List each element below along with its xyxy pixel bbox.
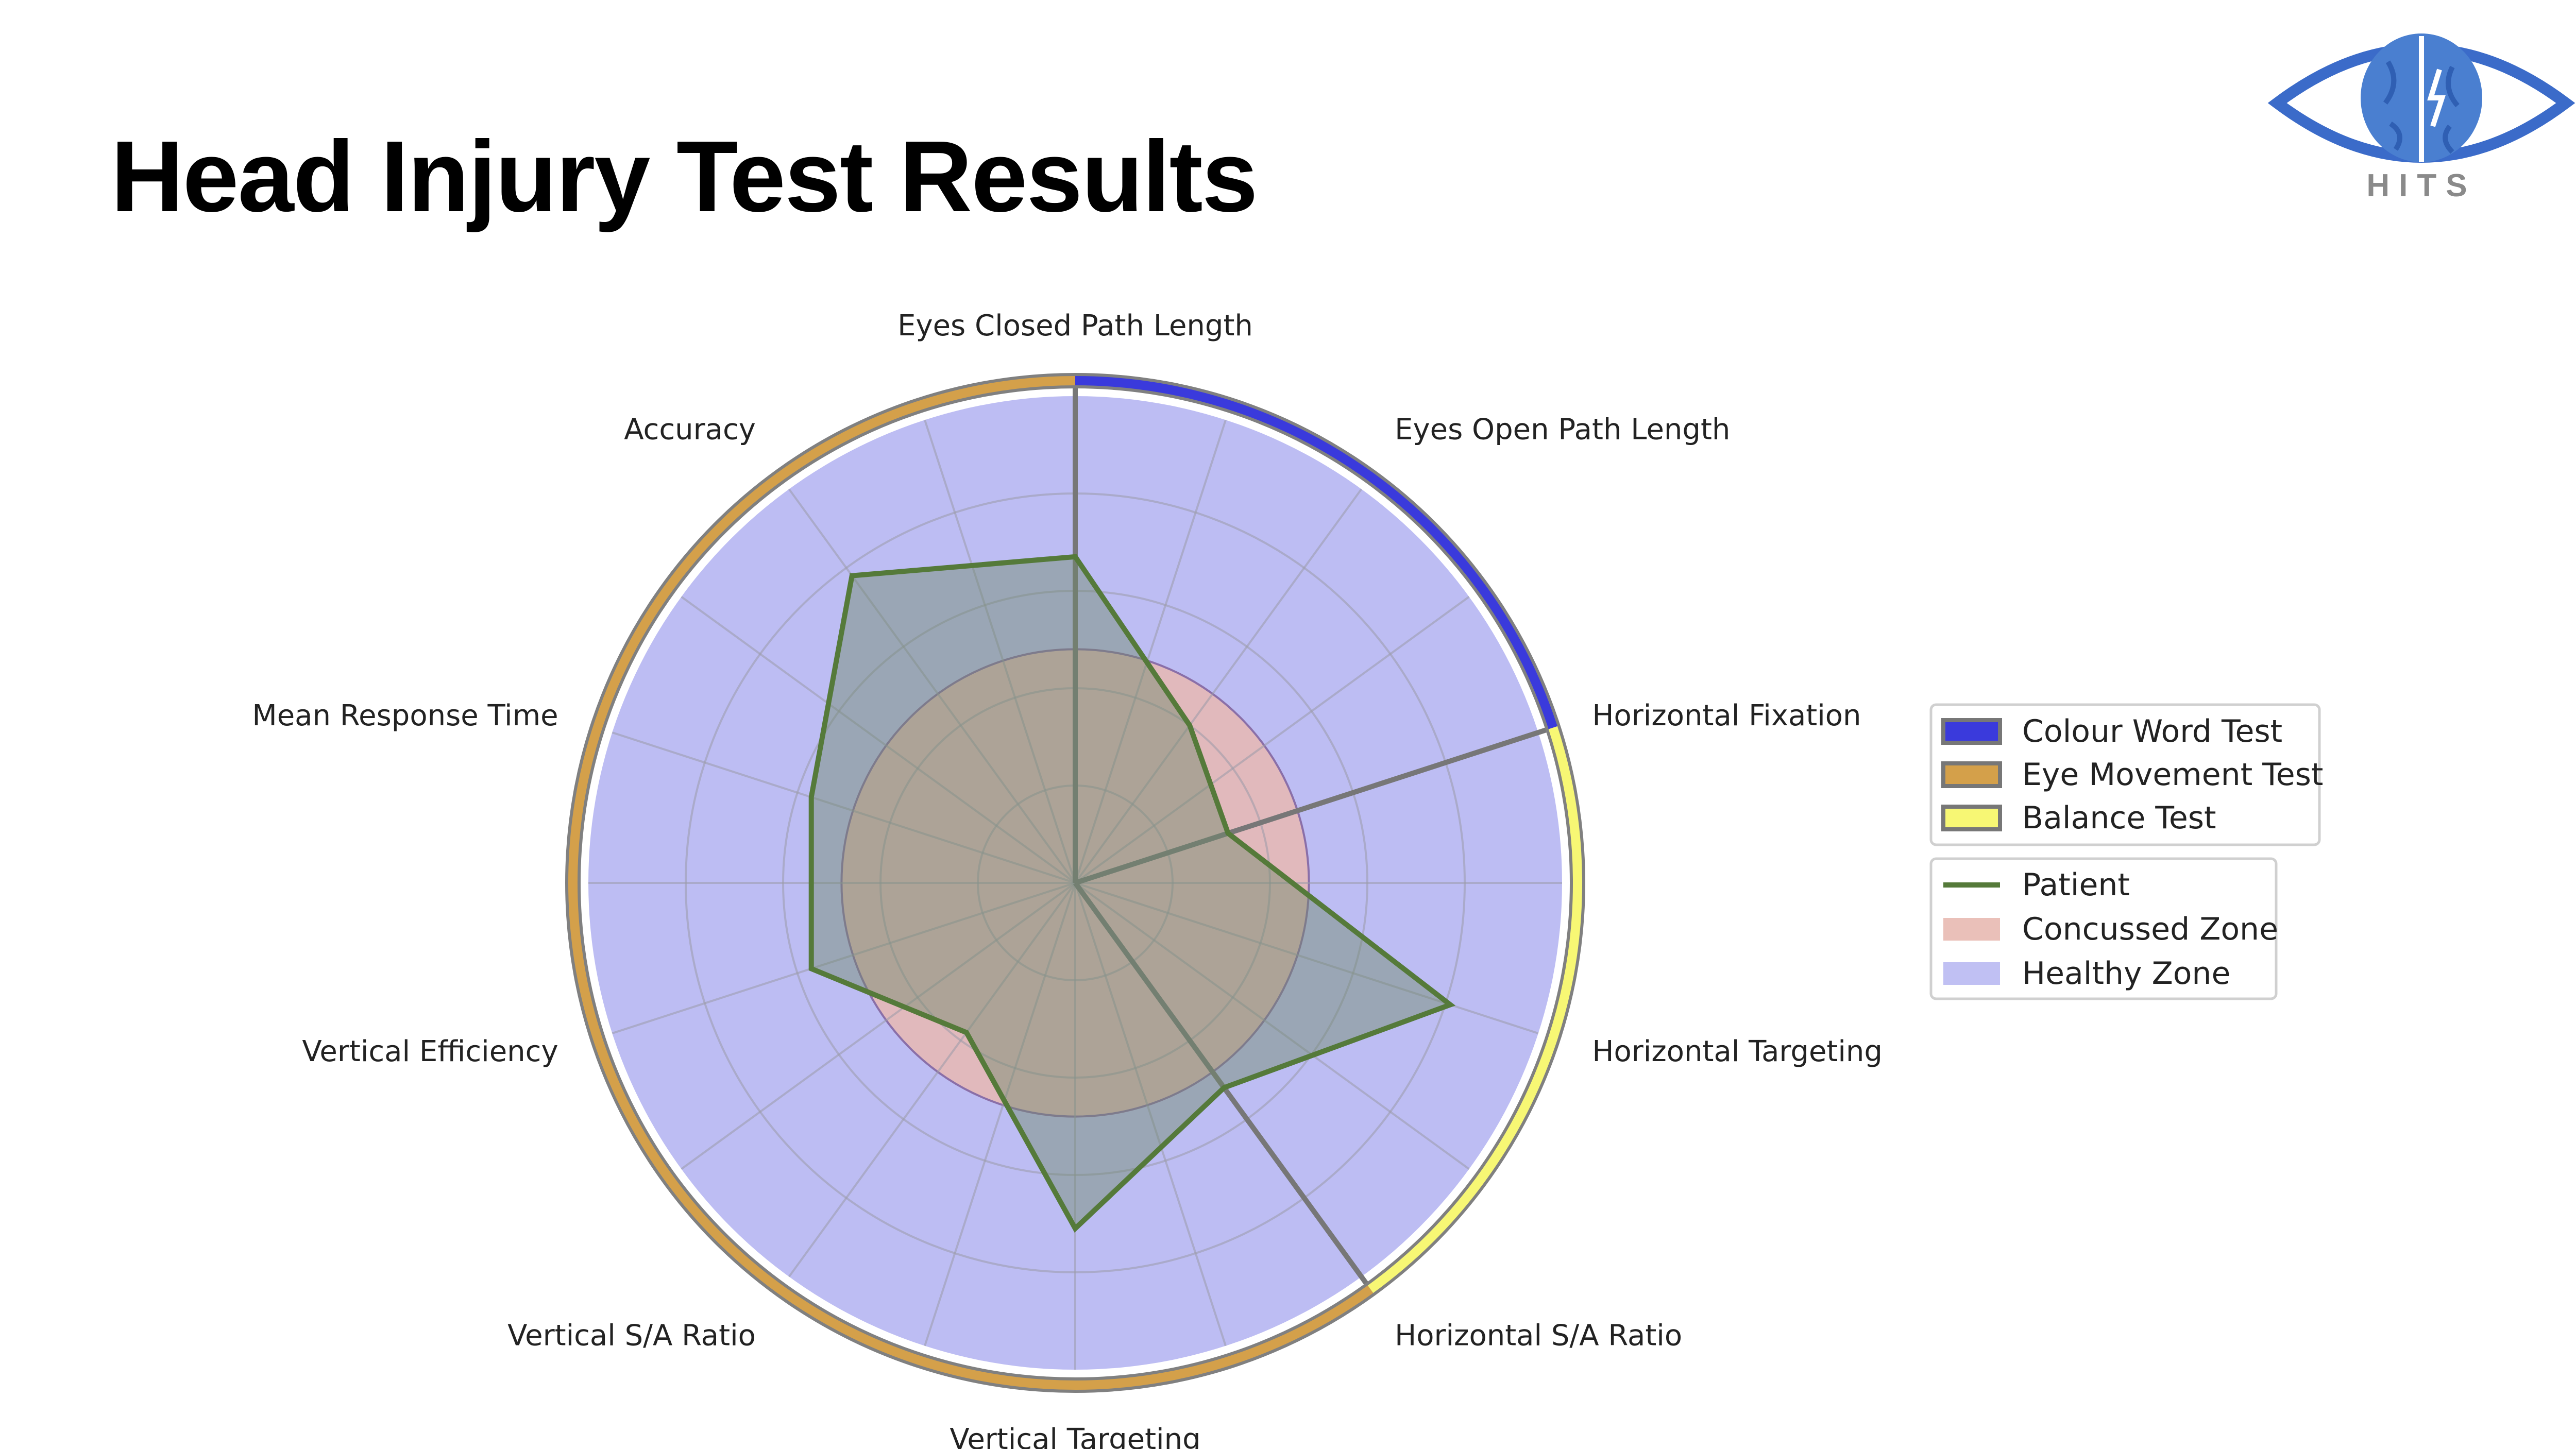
legend-swatch (1941, 805, 2002, 831)
hits-logo (2267, 33, 2575, 163)
legend-swatch (1941, 718, 2002, 745)
patient-polygon (808, 554, 1456, 1233)
axis-label: Vertical S/A Ratio (507, 1319, 756, 1353)
axis-label: Eyes Closed Path Length (897, 309, 1253, 343)
legend-label: Colour Word Test (2022, 713, 2282, 749)
legend: Colour Word Test Eye Movement Test Balance… (1929, 703, 2323, 1000)
arc-colour-word-test (1075, 376, 1557, 729)
arc-eye-movement-test (568, 376, 1374, 1390)
axis-label: Mean Response Time (252, 699, 558, 732)
legend-swatch (1943, 962, 2000, 985)
grid-spoke (788, 488, 1076, 884)
grid-spoke (1075, 882, 1539, 1034)
grid-spoke (612, 731, 1076, 884)
axis-label: Vertical Efficiency (302, 1035, 558, 1068)
axis-label: Vertical Targeting (950, 1423, 1200, 1449)
grid-spoke (924, 419, 1076, 883)
grid-spoke (1074, 595, 1470, 884)
legend-box-tests (1929, 703, 2321, 846)
legend-swatch (1941, 761, 2002, 788)
legend-label: Balance Test (2022, 800, 2216, 836)
legend-label: Concussed Zone (2022, 911, 2278, 947)
grid-spoke (1074, 882, 1470, 1170)
grid-spoke (1074, 882, 1227, 1346)
arc-balance-test (1367, 726, 1583, 1293)
legend-box-series (1929, 857, 2278, 1000)
grid-spoke (612, 882, 1076, 1034)
grid-spoke (681, 882, 1076, 1170)
eye-outline-icon (2267, 43, 2575, 163)
axis-label: Accuracy (624, 413, 756, 447)
legend-swatch (1943, 918, 2000, 941)
page-title: Head Injury Test Results (111, 120, 1258, 233)
grid-spoke (681, 595, 1076, 884)
legend-label: Eye Movement Test (2022, 757, 2323, 793)
grid-spoke (788, 882, 1076, 1277)
grid-spoke (1074, 419, 1227, 883)
group-separator (1074, 725, 1554, 885)
legend-label: Patient (2022, 867, 2130, 903)
axis-label: Horizontal Fixation (1592, 699, 1861, 732)
legend-label: Healthy Zone (2022, 956, 2230, 992)
grid-spoke (924, 882, 1076, 1346)
axis-label: Horizontal Targeting (1592, 1035, 1883, 1068)
logo-text: HITS (2366, 168, 2477, 203)
grid-spoke (1074, 488, 1363, 884)
axis-label: Eyes Open Path Length (1395, 413, 1730, 447)
axis-label: Horizontal S/A Ratio (1395, 1319, 1682, 1353)
